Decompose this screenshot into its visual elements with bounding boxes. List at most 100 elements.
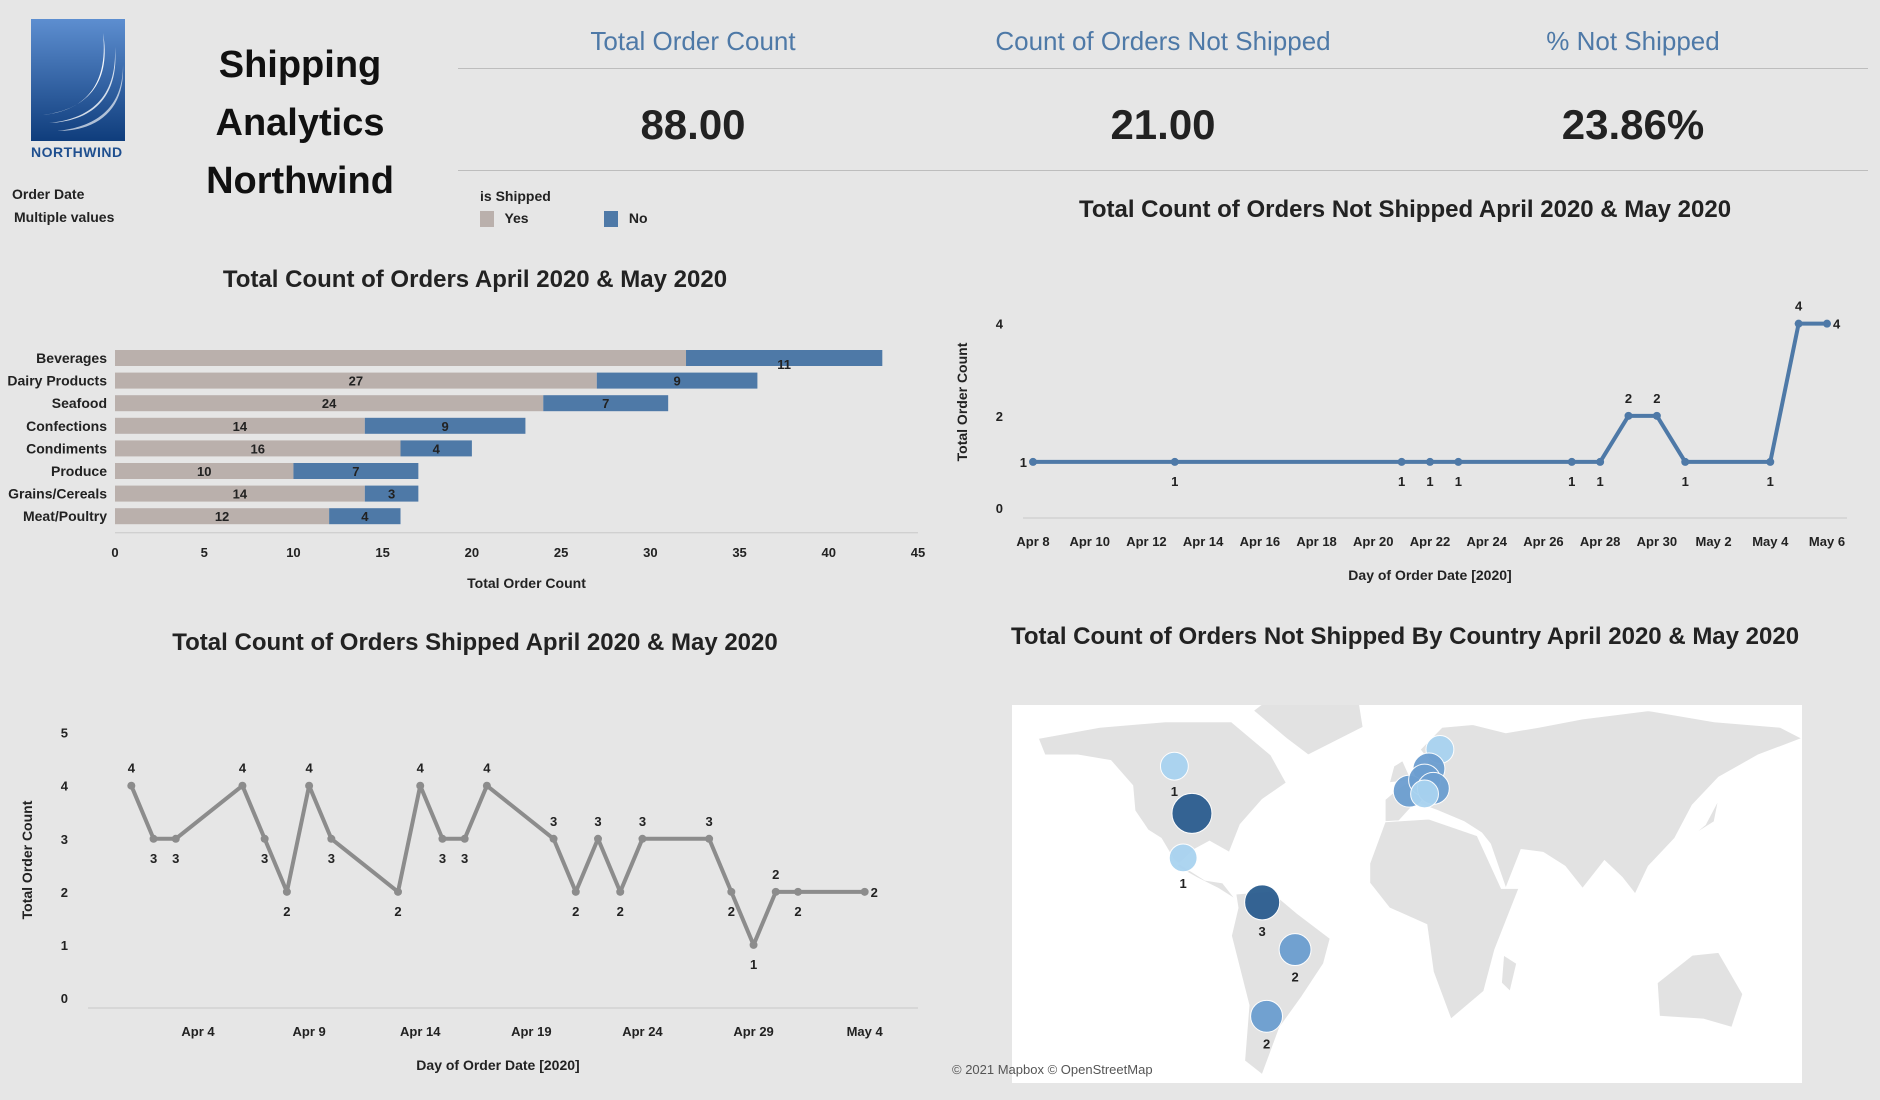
bar-x-tick: 30	[643, 545, 657, 560]
sh-point	[727, 887, 736, 896]
sh-point-label: 3	[150, 851, 157, 866]
sh-point	[705, 834, 714, 843]
title-line-2: Northwind	[206, 160, 394, 202]
ns-x-tick: May 2	[1696, 534, 1732, 549]
bar-data-label: 14	[233, 487, 248, 502]
sh-point	[238, 781, 247, 790]
legend-label-no: No	[628, 210, 648, 226]
bar-segment	[115, 463, 294, 479]
sh-point	[571, 887, 580, 896]
sh-point-label: 3	[639, 814, 646, 829]
ns-x-tick: Apr 26	[1523, 534, 1563, 549]
is-shipped-legend: is Shipped Yes No	[480, 188, 648, 228]
map-canvas: 1 1 3 2 2	[1037, 705, 1802, 1076]
ns-point-label: 2	[1625, 391, 1632, 406]
bar-x-tick: 35	[732, 545, 746, 560]
bar-data-label: 14	[233, 419, 248, 434]
bar-segment	[115, 395, 544, 412]
kpi-total-orders-value: 88.00	[640, 101, 746, 148]
ns-x-tick: Apr 16	[1240, 534, 1280, 549]
bar-data-label: 24	[322, 396, 337, 411]
kpi-not-shipped: Count of Orders Not Shipped 21.00	[990, 26, 1336, 149]
sh-x-tick: Apr 9	[292, 1024, 325, 1039]
order-date-label: Order Date	[12, 186, 85, 202]
map-land	[1691, 799, 1720, 837]
ns-y-tick: 0	[996, 501, 1003, 516]
map-country-mark	[1171, 792, 1213, 834]
bar-data-label: 10	[197, 464, 211, 479]
bar-segment	[596, 372, 758, 389]
sh-series-line	[129, 783, 865, 947]
ns-point-label: 4	[1795, 299, 1803, 314]
bar-category-label: Beverages	[36, 350, 107, 366]
map-country-mark	[1250, 999, 1284, 1033]
sh-point-label: 4	[417, 761, 425, 776]
bar-category-label: Meat/Poultry	[23, 508, 107, 524]
sh-point-label: 2	[871, 885, 878, 900]
bar-x-tick: 10	[286, 545, 300, 560]
sh-y-tick: 3	[61, 832, 68, 847]
sh-point-label: 2	[617, 904, 624, 919]
bar-x-tick: 0	[111, 545, 118, 560]
map-country-mark	[1278, 933, 1312, 967]
ns-point	[1567, 457, 1576, 466]
bar-data-label: 16	[251, 441, 265, 456]
shipped-line-title: Total Count of Orders Shipped April 2020…	[172, 629, 778, 656]
map-title: Total Count of Orders Not Shipped By Cou…	[1010, 623, 1800, 650]
kpi-bottom-rule	[458, 170, 1868, 171]
bar-data-label: 11	[777, 357, 791, 372]
order-date-value[interactable]: Multiple values	[14, 209, 115, 225]
bar-data-label: 27	[349, 374, 363, 389]
ns-y-axis-title: Total Order Count	[954, 342, 970, 461]
bar-category-label: Dairy Products	[7, 373, 107, 389]
sh-point	[549, 834, 558, 843]
ns-point-label: 1	[1426, 474, 1433, 489]
legend-swatch-no	[604, 210, 619, 227]
ns-point	[1170, 457, 1179, 466]
bar-chart: Beverages 11 Dairy Products 27 9 Seafood 24 7 Co…	[7, 350, 925, 591]
map-country-mark	[1168, 843, 1198, 873]
order-date-filter[interactable]: Order Date Multiple values	[12, 186, 114, 225]
ns-point-label: 1	[1398, 474, 1405, 489]
ns-x-tick: Apr 8	[1016, 534, 1049, 549]
legend-item-no[interactable]: No	[604, 210, 648, 227]
ns-point-label: 1	[1020, 455, 1027, 470]
bar-segment	[115, 372, 597, 389]
kpi-top-rule	[458, 68, 1868, 69]
map-land	[1252, 705, 1364, 756]
bar-data-label: 3	[388, 487, 395, 502]
sh-point-label: 3	[550, 814, 557, 829]
bar-category-label: Grains/Cereals	[8, 486, 107, 502]
ns-x-tick: Apr 20	[1353, 534, 1393, 549]
sh-point	[260, 834, 269, 843]
legend-item-yes[interactable]: Yes	[480, 210, 600, 228]
sh-point	[149, 834, 158, 843]
sh-y-tick: 4	[61, 779, 69, 794]
sh-point-label: 2	[394, 904, 401, 919]
not-shipped-line-title: Total Count of Orders Not Shipped April …	[1078, 196, 1732, 223]
bar-x-tick: 45	[911, 545, 925, 560]
ns-point-label: 1	[1597, 474, 1604, 489]
country-map[interactable]: 1 1 3 2 2	[1012, 705, 1802, 1083]
sh-point	[482, 781, 491, 790]
sh-point-label: 4	[483, 761, 491, 776]
bar-category-label: Produce	[51, 463, 107, 479]
map-country-mark	[1159, 751, 1189, 781]
sh-point-label: 3	[705, 814, 712, 829]
ns-point	[1454, 457, 1463, 466]
kpi-pct-not-shipped: % Not Shipped 23.86%	[1460, 26, 1806, 149]
sh-point	[327, 834, 336, 843]
sh-point	[438, 834, 447, 843]
bar-segment	[293, 463, 419, 479]
sh-point	[616, 887, 625, 896]
map-land	[1384, 710, 1802, 895]
sh-point-label: 2	[283, 904, 290, 919]
kpi-total-orders: Total Order Count 88.00	[520, 26, 866, 149]
bar-x-tick: 20	[465, 545, 479, 560]
sh-point-label: 3	[328, 851, 335, 866]
legend-label-yes: Yes	[504, 210, 529, 226]
bar-x-tick: 40	[822, 545, 836, 560]
ns-y-tick: 2	[996, 409, 1003, 424]
sh-point	[171, 834, 180, 843]
